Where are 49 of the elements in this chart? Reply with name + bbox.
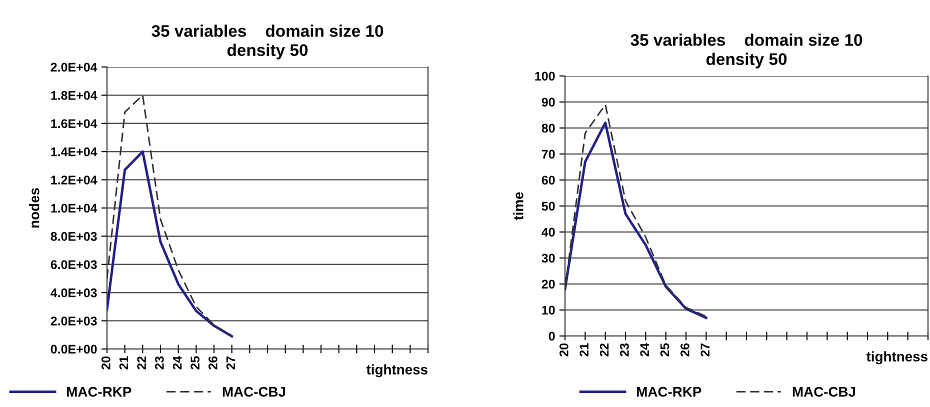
x-tick-label: 24 [640, 343, 649, 356]
x-tick-label: 22 [137, 356, 146, 370]
y-tick-label: 2.0E+03 [50, 316, 97, 326]
y-tick-label: 1.4E+04 [51, 147, 98, 156]
x-tick-label: 26 [680, 343, 690, 356]
y-tick-label: 0.0E+00 [50, 344, 97, 354]
legend-label: MAC-RKP [637, 386, 702, 397]
x-tick-label: 20 [560, 343, 568, 356]
x-tick-label: 23 [155, 356, 164, 370]
y-tick-label: 100 [535, 72, 555, 81]
y-tick-label: 1.8E+04 [51, 91, 98, 100]
x-axis-title: tightness [866, 351, 928, 364]
x-tick-label: 25 [660, 343, 670, 356]
y-tick-label: 1.2E+04 [51, 176, 98, 184]
x-tick-label: 26 [208, 356, 218, 370]
x-tick-label: 27 [226, 356, 236, 370]
x-tick-label: 21 [119, 356, 128, 370]
chart-title: 35 variables domain size 10 density 50 [152, 24, 384, 60]
y-tick-label: 70 [542, 150, 555, 159]
x-tick-label: 20 [102, 356, 110, 370]
y-tick-label: 2.0E+04 [50, 62, 98, 72]
y-tick-label: 30 [542, 254, 555, 263]
x-tick-label: 23 [620, 343, 629, 356]
y-tick-label: 0 [548, 332, 555, 341]
legend-label: MAC-CBJ [792, 386, 856, 397]
x-tick-label: 25 [190, 356, 200, 370]
chart-title: 35 variables domain size 10 density 50 [630, 34, 862, 68]
y-axis-title: time [513, 192, 524, 220]
y-tick-label: 10 [542, 306, 555, 315]
x-tick-label: 27 [700, 343, 710, 356]
y-axis-title: nodes [29, 188, 40, 228]
y-tick-label: 1.0E+04 [51, 204, 98, 213]
line-series [107, 150, 234, 338]
y-tick-label: 90 [542, 98, 555, 107]
x-axis-title: tightness [366, 364, 428, 378]
y-tick-label: 4.0E+03 [50, 288, 97, 298]
legend-label: MAC-RKP [67, 386, 132, 397]
y-tick-label: 8.0E+03 [50, 232, 97, 241]
x-tick-label: 22 [600, 343, 609, 356]
y-tick-label: 6.0E+03 [50, 260, 97, 270]
y-tick-label: 60 [542, 176, 555, 185]
legend-label: MAC-CBJ [222, 386, 286, 397]
y-tick-label: 80 [542, 124, 555, 133]
x-tick-label: 24 [172, 356, 182, 370]
y-tick-label: 50 [542, 202, 555, 211]
y-tick-label: 40 [542, 228, 555, 237]
y-tick-label: 20 [542, 280, 555, 289]
x-tick-label: 21 [580, 343, 588, 356]
y-tick-label: 1.6E+04 [51, 119, 98, 128]
